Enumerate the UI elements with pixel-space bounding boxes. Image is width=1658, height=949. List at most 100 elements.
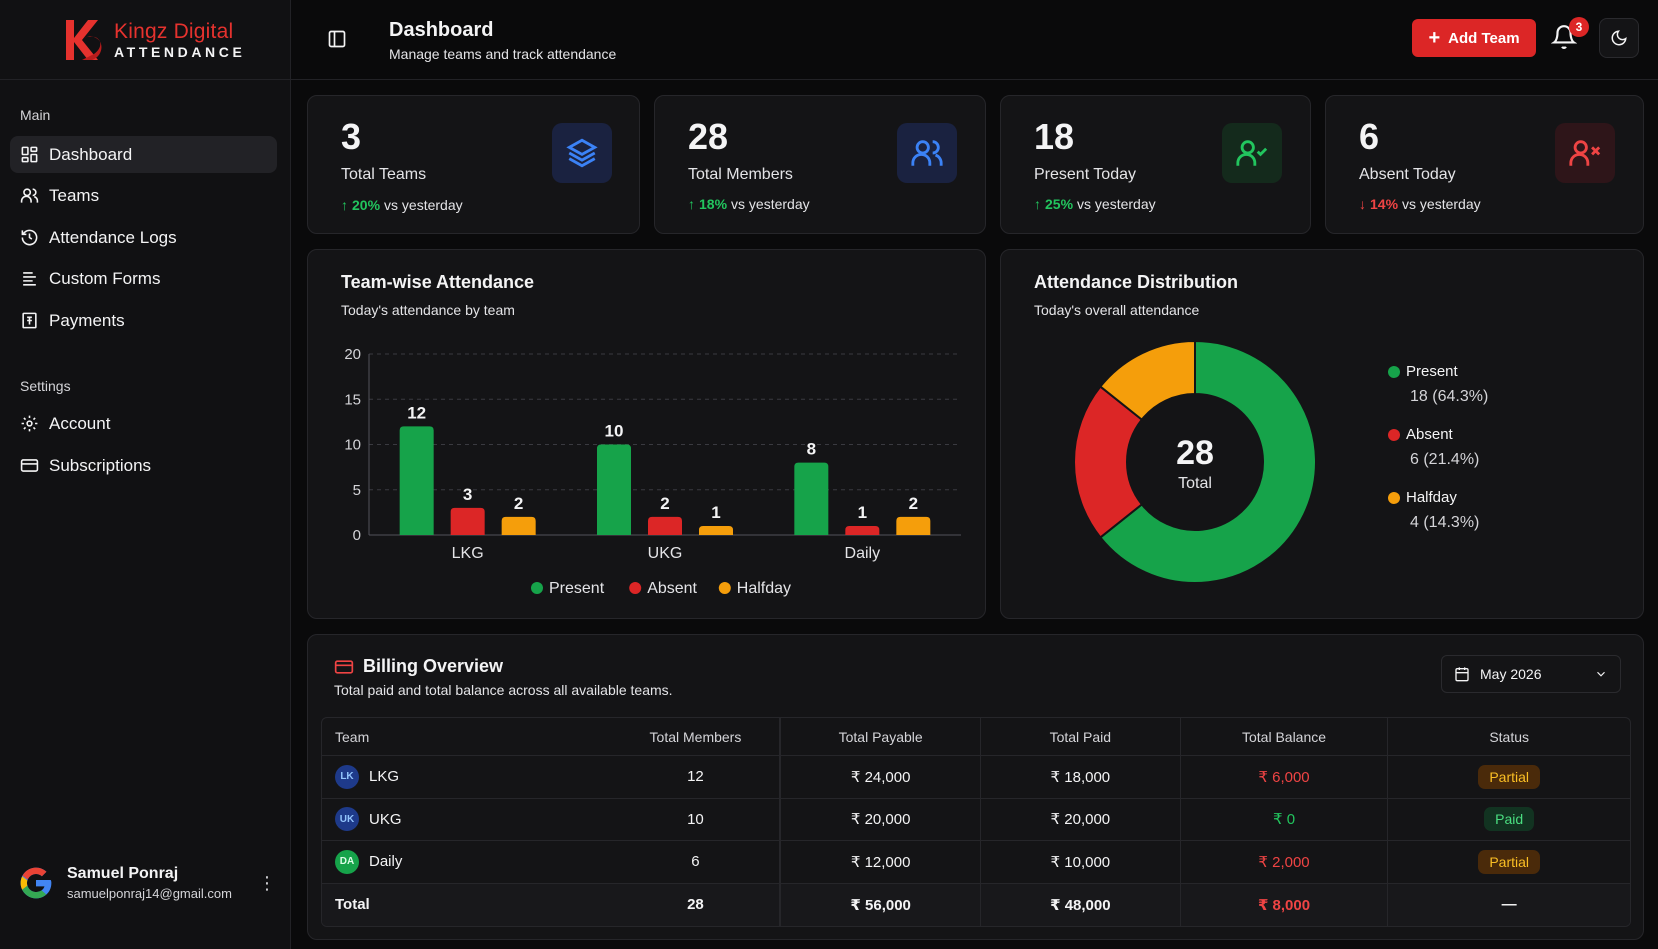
donut-center: 28 Total — [1074, 435, 1316, 493]
legend-label[interactable]: Halfday — [737, 580, 791, 597]
brand-name-bottom: ATTENDANCE — [114, 43, 246, 60]
bar-absent-ukg[interactable] — [648, 516, 682, 535]
page-title: Dashboard — [389, 19, 494, 41]
column-header-total-paid[interactable]: Total Paid — [981, 718, 1181, 755]
x-tick-label: LKG — [452, 545, 484, 562]
sidebar-item-teams[interactable]: Teams — [10, 177, 277, 214]
bar-data-label: 10 — [605, 422, 624, 441]
bar-present-daily[interactable] — [794, 462, 829, 535]
status-badge: Partial — [1478, 849, 1541, 874]
column-header-total-members[interactable]: Total Members — [612, 718, 781, 755]
members-cell: 6 — [612, 841, 781, 883]
team-cell: LK LKG — [322, 756, 612, 798]
stat-trend: ↑ 20% vs yesterday — [341, 197, 463, 213]
stat-trend: ↑ 18% vs yesterday — [688, 196, 810, 212]
sidebar-item-account[interactable]: Account — [10, 405, 277, 442]
sidebar-item-dashboard[interactable]: Dashboard — [10, 136, 277, 173]
paid-cell: ₹ 20,000 — [981, 798, 1181, 840]
y-tick-label: 10 — [344, 437, 361, 454]
bar-absent-daily[interactable] — [845, 525, 880, 535]
add-team-button[interactable]: + Add Team — [1412, 19, 1536, 57]
gear-icon — [21, 415, 38, 432]
history-icon — [21, 229, 38, 246]
brand-logo[interactable]: Kingz Digital ATTENDANCE — [0, 0, 290, 80]
stat-icon-box — [897, 123, 957, 183]
legend-detail: 6 (21.4%) — [1410, 451, 1480, 468]
payable-cell: ₹ 12,000 — [780, 841, 981, 883]
team-name: Daily — [369, 853, 403, 871]
bar-data-label: 3 — [463, 485, 472, 504]
theme-toggle-button[interactable] — [1599, 18, 1639, 58]
user-email: samuelponraj14@gmail.com — [67, 886, 232, 901]
status-cell: Partial — [1388, 756, 1630, 798]
x-tick-label: UKG — [648, 545, 683, 562]
column-header-total-balance[interactable]: Total Balance — [1181, 718, 1389, 755]
nav-heading-settings: Settings — [20, 378, 71, 394]
sidebar-toggle-icon[interactable] — [327, 29, 347, 49]
stat-label: Total Members — [688, 166, 793, 183]
stat-trend: ↑ 25% vs yesterday — [1034, 196, 1156, 212]
bar-present-ukg[interactable] — [597, 444, 631, 536]
stat-label: Total Teams — [341, 166, 427, 183]
column-header-total-payable[interactable]: Total Payable — [780, 718, 981, 755]
dashboard-icon — [21, 146, 38, 163]
billing-subtitle: Total paid and total balance across all … — [334, 682, 673, 698]
month-select[interactable]: May 2026 — [1441, 655, 1621, 693]
bar-absent-lkg[interactable] — [450, 507, 485, 535]
layers-icon — [566, 138, 598, 168]
legend-label[interactable]: Absent — [647, 580, 697, 597]
legend-label: Halfday — [1406, 489, 1457, 506]
legend-marker — [629, 582, 642, 594]
team-cell: DA Daily — [322, 841, 612, 883]
bell-icon[interactable] — [1551, 24, 1577, 50]
sidebar-item-payments[interactable]: Payments — [10, 302, 277, 339]
x-tick-label: Daily — [845, 545, 881, 562]
legend-label[interactable]: Present — [549, 580, 605, 597]
moon-icon — [1611, 30, 1627, 46]
total-paid: ₹ 48,000 — [981, 883, 1181, 926]
table-row[interactable]: DA Daily 6 ₹ 12,000 ₹ 10,000 ₹ 2,000 Par… — [322, 841, 1630, 884]
sidebar-item-custom-forms[interactable]: Custom Forms — [10, 260, 277, 297]
donut-slice-present[interactable] — [1098, 339, 1317, 584]
user-profile[interactable]: Samuel Ponraj samuelponraj14@gmail.com ⋮ — [18, 865, 276, 901]
list-icon — [23, 272, 36, 286]
balance-cell: ₹ 6,000 — [1181, 756, 1389, 798]
attendance-donut-chart — [1073, 339, 1317, 584]
y-tick-label: 0 — [353, 527, 361, 544]
brand-name-top: Kingz Digital — [114, 19, 234, 43]
table-row[interactable]: LK LKG 12 ₹ 24,000 ₹ 18,000 ₹ 6,000 Part… — [322, 756, 1630, 799]
stat-card-total-members: 28 Total Members ↑ 18% vs yesterday — [654, 95, 986, 234]
stat-trend-value: 20% — [352, 197, 381, 213]
chart-subtitle: Today's attendance by team — [341, 302, 515, 318]
sidebar-item-label: Payments — [49, 310, 125, 330]
chevron-down-icon — [1597, 671, 1605, 677]
sidebar-item-subscriptions[interactable]: Subscriptions — [10, 447, 277, 484]
table-row[interactable]: UK UKG 10 ₹ 20,000 ₹ 20,000 ₹ 0 Paid — [322, 798, 1630, 841]
notification-badge: 3 — [1569, 17, 1589, 37]
sidebar-item-label: Dashboard — [49, 144, 133, 164]
google-icon — [20, 867, 52, 899]
donut-center-value: 28 — [1176, 434, 1214, 472]
more-vertical-icon[interactable]: ⋮ — [258, 872, 276, 893]
y-tick-label: 5 — [353, 482, 361, 499]
bar-halfday-ukg[interactable] — [699, 525, 733, 535]
sidebar-item-label: Teams — [49, 185, 100, 205]
column-header-team[interactable]: Team — [335, 728, 370, 745]
bar-halfday-lkg[interactable] — [501, 516, 536, 535]
sidebar-item-label: Attendance Logs — [49, 227, 177, 247]
bar-halfday-daily[interactable] — [896, 516, 931, 535]
donut-slice-halfday[interactable] — [1098, 339, 1196, 422]
legend-label: Absent — [1406, 426, 1453, 443]
bar-present-lkg[interactable] — [399, 426, 434, 535]
paid-cell: ₹ 18,000 — [981, 756, 1181, 798]
stat-trend: ↓ 14% vs yesterday — [1359, 196, 1481, 212]
stat-label: Absent Today — [1359, 166, 1456, 183]
legend-marker — [718, 582, 731, 594]
bar-data-label: 12 — [407, 403, 426, 422]
calendar-icon — [1455, 667, 1469, 682]
sidebar-item-attendance-logs[interactable]: Attendance Logs — [10, 219, 277, 256]
balance-cell: ₹ 2,000 — [1181, 841, 1389, 883]
column-header-status[interactable]: Status — [1489, 728, 1530, 745]
top-header: Dashboard Manage teams and track attenda… — [291, 0, 1658, 80]
users-icon — [911, 140, 943, 166]
